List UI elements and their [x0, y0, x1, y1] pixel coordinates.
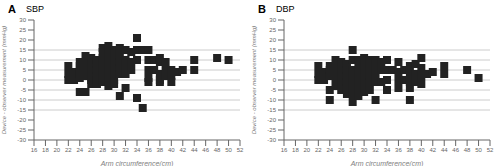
svg-text:36: 36 — [145, 147, 152, 153]
html-text:DBP: DBP — [276, 4, 295, 14]
svg-text:44: 44 — [441, 147, 448, 153]
svg-text:32: 32 — [372, 147, 379, 153]
svg-text:26: 26 — [88, 147, 95, 153]
svg-text:20: 20 — [269, 37, 276, 43]
svg-text:5: 5 — [273, 67, 277, 73]
svg-text:20: 20 — [304, 147, 311, 153]
svg-text:22: 22 — [315, 147, 322, 153]
svg-text:-30: -30 — [17, 137, 26, 143]
svg-text:48: 48 — [214, 147, 221, 153]
svg-text:48: 48 — [464, 147, 471, 153]
svg-text:-10: -10 — [267, 97, 276, 103]
svg-text:28: 28 — [99, 147, 106, 153]
svg-text:-25: -25 — [267, 127, 276, 133]
svg-text:38: 38 — [407, 147, 414, 153]
html-text:SBP: SBP — [26, 4, 44, 14]
svg-text:0: 0 — [23, 77, 27, 83]
svg-text:34: 34 — [384, 147, 391, 153]
svg-text:-5: -5 — [21, 87, 27, 93]
svg-text:46: 46 — [452, 147, 459, 153]
svg-text:Device - observer measurement: Device - observer measurement (mmHg) — [251, 26, 257, 135]
svg-text:30: 30 — [111, 147, 118, 153]
svg-text:20: 20 — [19, 37, 26, 43]
svg-text:40: 40 — [168, 147, 175, 153]
svg-text:22: 22 — [65, 147, 72, 153]
svg-text:44: 44 — [191, 147, 198, 153]
svg-text:52: 52 — [487, 147, 492, 153]
svg-text:40: 40 — [418, 147, 425, 153]
html-text:B: B — [258, 3, 266, 15]
svg-text:18: 18 — [292, 147, 299, 153]
svg-text:50: 50 — [225, 147, 232, 153]
svg-text:16: 16 — [281, 147, 288, 153]
svg-text:-5: -5 — [271, 87, 277, 93]
svg-text:5: 5 — [23, 67, 27, 73]
svg-text:-25: -25 — [17, 127, 26, 133]
svg-text:16: 16 — [31, 147, 38, 153]
svg-text:0: 0 — [273, 77, 277, 83]
svg-text:24: 24 — [76, 147, 83, 153]
svg-text:34: 34 — [134, 147, 141, 153]
svg-text:-15: -15 — [17, 107, 26, 113]
html-text:A: A — [8, 3, 16, 15]
svg-text:32: 32 — [122, 147, 129, 153]
svg-text:18: 18 — [42, 147, 49, 153]
svg-text:-20: -20 — [267, 117, 276, 123]
svg-text:42: 42 — [179, 147, 186, 153]
svg-text:50: 50 — [475, 147, 482, 153]
svg-text:46: 46 — [202, 147, 209, 153]
svg-text:38: 38 — [157, 147, 164, 153]
svg-text:10: 10 — [269, 57, 276, 63]
svg-text:15: 15 — [269, 47, 276, 53]
svg-text:52: 52 — [237, 147, 244, 153]
svg-text:25: 25 — [269, 27, 276, 33]
svg-text:36: 36 — [395, 147, 402, 153]
svg-text:24: 24 — [326, 147, 333, 153]
svg-text:20: 20 — [54, 147, 61, 153]
svg-text:25: 25 — [19, 27, 26, 33]
svg-text:26: 26 — [338, 147, 345, 153]
svg-text:30: 30 — [361, 147, 368, 153]
svg-text:Arm circumference(cm): Arm circumference(cm) — [100, 160, 174, 166]
svg-text:10: 10 — [19, 57, 26, 63]
svg-text:42: 42 — [429, 147, 436, 153]
svg-text:28: 28 — [349, 147, 356, 153]
svg-text:-15: -15 — [267, 107, 276, 113]
svg-text:15: 15 — [19, 47, 26, 53]
svg-text:30: 30 — [269, 17, 276, 23]
svg-text:-20: -20 — [17, 117, 26, 123]
svg-text:30: 30 — [19, 17, 26, 23]
svg-text:Arm circumference(cm): Arm circumference(cm) — [350, 160, 424, 166]
svg-text:-10: -10 — [17, 97, 26, 103]
svg-text:-30: -30 — [267, 137, 276, 143]
